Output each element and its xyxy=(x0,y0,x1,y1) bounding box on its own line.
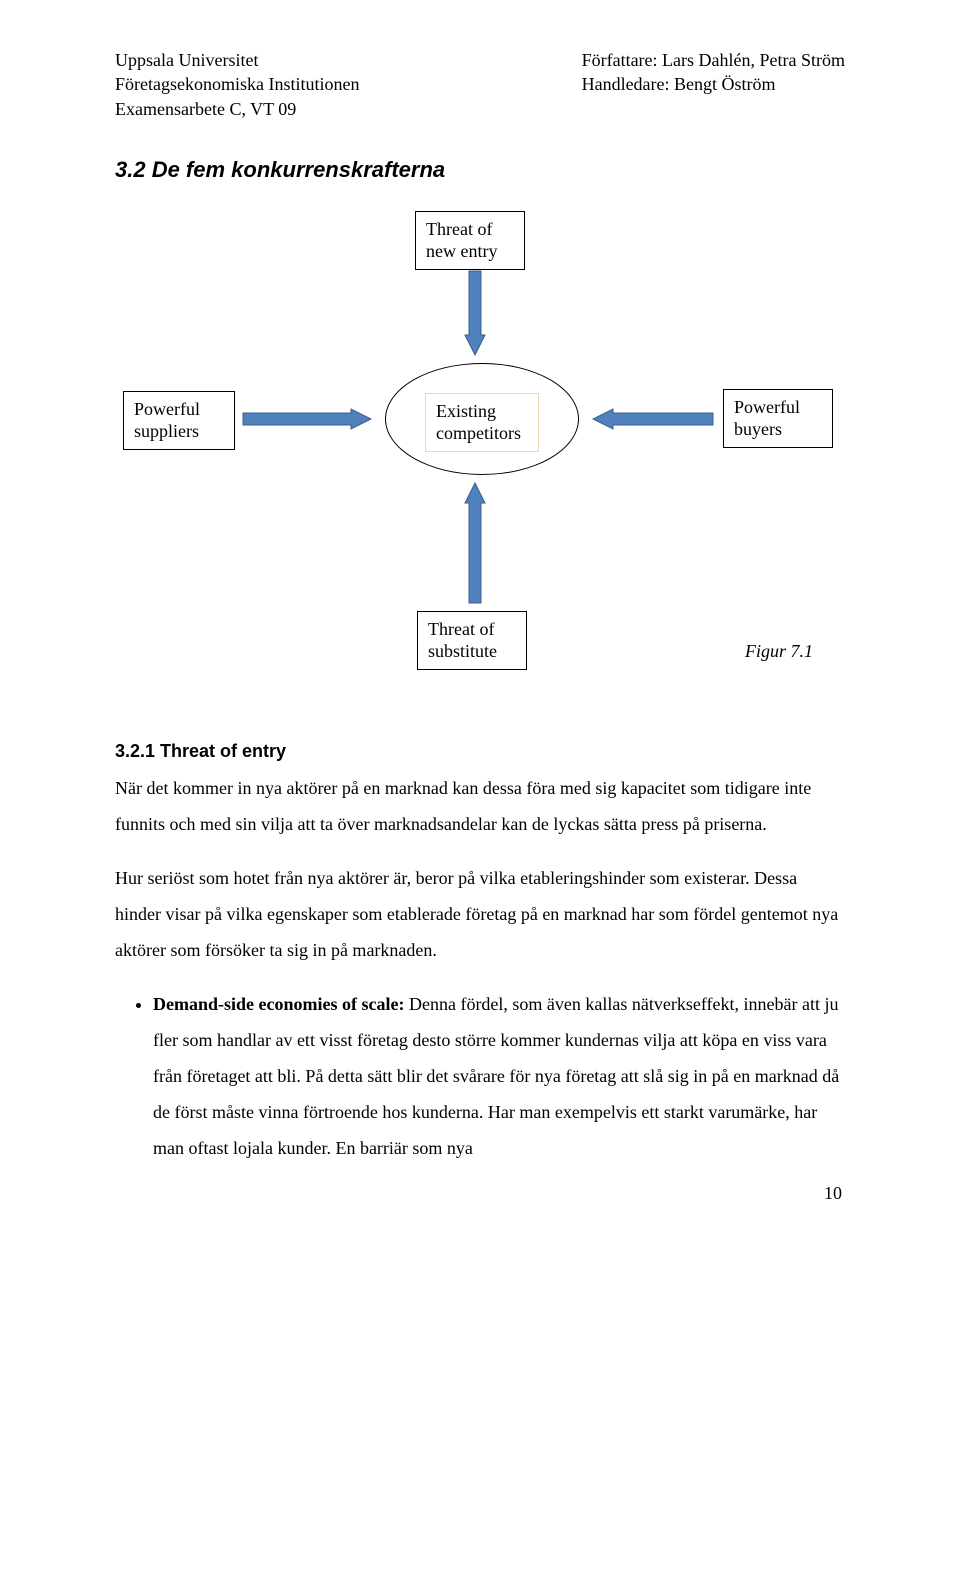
node-label: Powerful xyxy=(134,398,224,421)
arrow-down-icon xyxy=(465,271,485,355)
page-number: 10 xyxy=(824,1183,842,1204)
node-label: substitute xyxy=(428,640,516,663)
node-label: buyers xyxy=(734,418,822,441)
node-existing-competitors: Existing competitors xyxy=(425,393,539,452)
node-powerful-suppliers: Powerful suppliers xyxy=(123,391,235,450)
paragraph: Hur seriöst som hotet från nya aktörer ä… xyxy=(115,860,845,968)
bullet-text: Denna fördel, som även kallas nätverksef… xyxy=(153,994,839,1158)
node-threat-substitute: Threat of substitute xyxy=(417,611,527,670)
page-header: Uppsala Universitet Företagsekonomiska I… xyxy=(115,48,845,121)
list-item: Demand-side economies of scale: Denna fö… xyxy=(153,986,845,1166)
five-forces-diagram: Threat of new entry Powerful suppliers E… xyxy=(115,211,845,731)
bullet-list: Demand-side economies of scale: Denna fö… xyxy=(115,986,845,1166)
node-powerful-buyers: Powerful buyers xyxy=(723,389,833,448)
bullet-term: Demand-side economies of scale: xyxy=(153,994,404,1014)
section-title: 3.2 De fem konkurrenskrafterna xyxy=(115,157,845,183)
node-label: Threat of xyxy=(428,618,516,641)
header-right: Författare: Lars Dahlén, Petra Ström Han… xyxy=(582,48,845,121)
node-threat-new-entry: Threat of new entry xyxy=(415,211,525,270)
arrow-right-icon xyxy=(243,409,371,429)
node-label: suppliers xyxy=(134,420,224,443)
node-label: Powerful xyxy=(734,396,822,419)
arrow-left-icon xyxy=(593,409,713,429)
arrow-up-icon xyxy=(465,483,485,603)
node-label: new entry xyxy=(426,240,514,263)
header-left: Uppsala Universitet Företagsekonomiska I… xyxy=(115,48,359,121)
header-university: Uppsala Universitet xyxy=(115,48,359,72)
node-label: Threat of xyxy=(426,218,514,241)
subsection-title: 3.2.1 Threat of entry xyxy=(115,741,845,762)
header-authors: Författare: Lars Dahlén, Petra Ström xyxy=(582,48,845,72)
node-label: competitors xyxy=(436,422,528,445)
paragraph: När det kommer in nya aktörer på en mark… xyxy=(115,770,845,842)
header-institution: Företagsekonomiska Institutionen xyxy=(115,72,359,96)
page: Uppsala Universitet Företagsekonomiska I… xyxy=(0,0,960,1224)
node-label: Existing xyxy=(436,400,528,423)
figure-caption: Figur 7.1 xyxy=(745,641,813,662)
header-course: Examensarbete C, VT 09 xyxy=(115,97,359,121)
header-supervisor: Handledare: Bengt Öström xyxy=(582,72,845,96)
